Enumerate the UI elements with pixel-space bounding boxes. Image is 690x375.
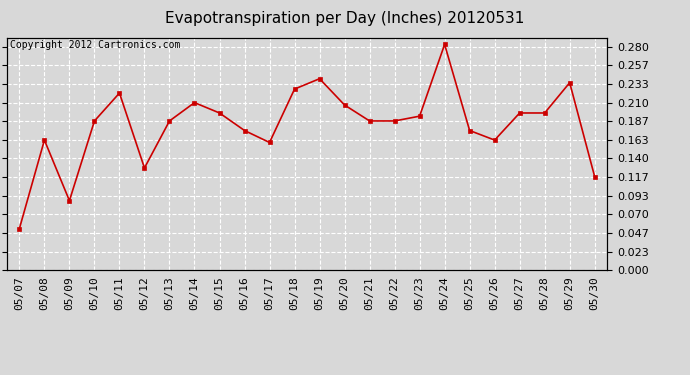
Text: Evapotranspiration per Day (Inches) 20120531: Evapotranspiration per Day (Inches) 2012…	[166, 11, 524, 26]
Text: Copyright 2012 Cartronics.com: Copyright 2012 Cartronics.com	[10, 40, 180, 50]
